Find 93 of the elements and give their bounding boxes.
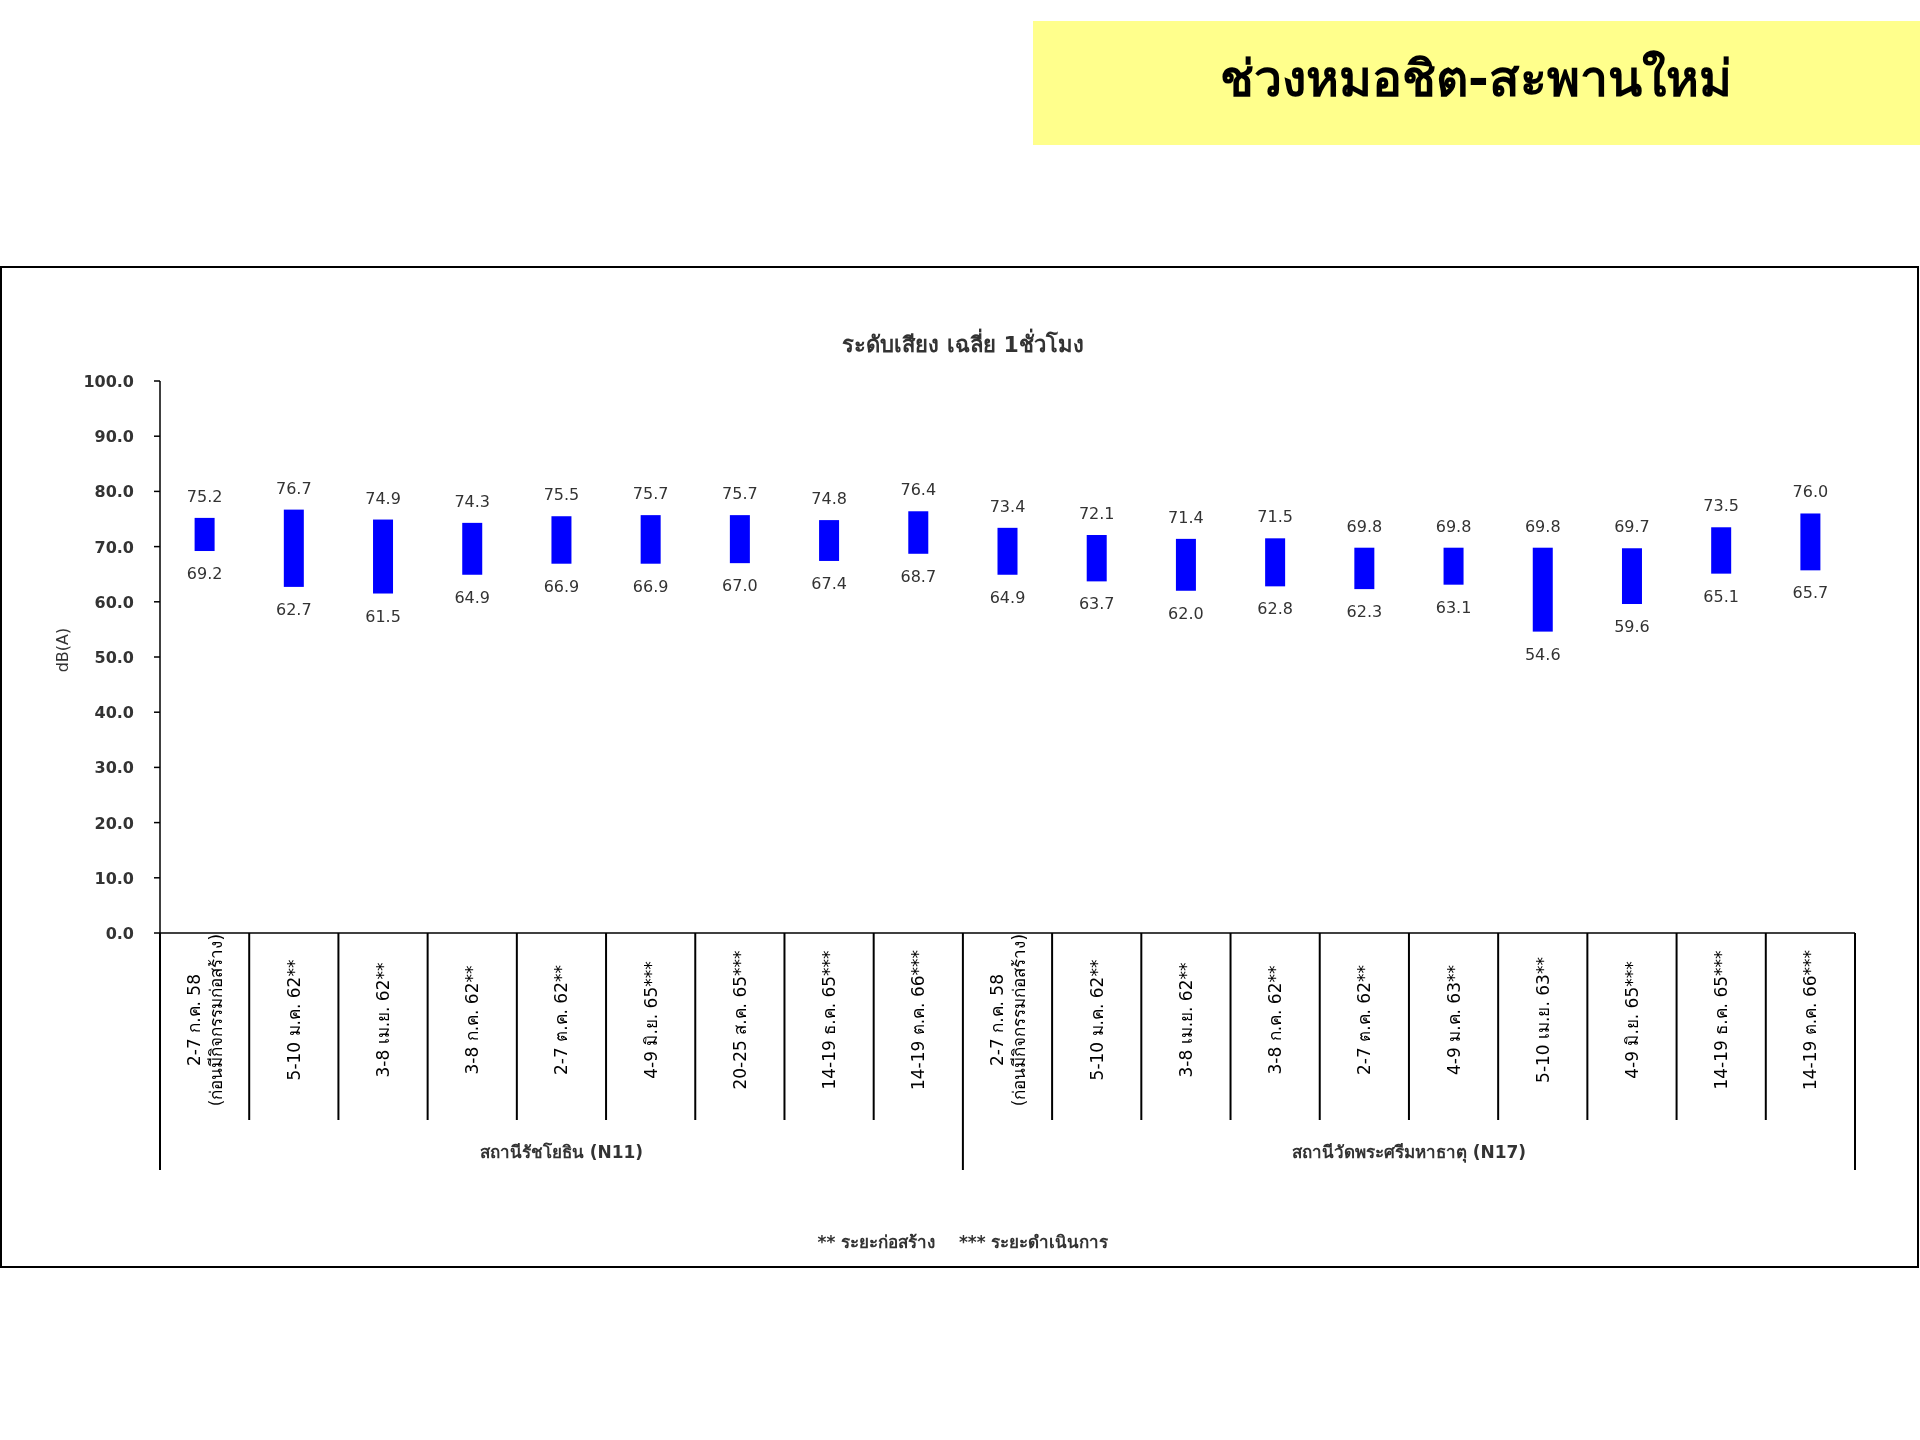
data-label: 69.8 [1524,516,1561,536]
annotation: 62.8 [1257,599,1293,619]
bar [1532,547,1553,632]
annotation: 66.9 [632,576,669,596]
y-tick-label: 90.0 [94,427,134,447]
data-label: 74.8 [811,489,847,509]
x-tick-label: 3-8 เม.ย. 62** [1175,962,1196,1078]
text: ** ระยะก่อสร้าง *** ระยะดำเนินการ [817,1232,1110,1252]
bar [373,519,394,594]
annotation: 69.2 [186,564,223,584]
annotation: 62.0 [1168,603,1204,623]
bar [1621,548,1642,605]
data-label: 75.2 [186,486,223,506]
data-label: 75.7 [632,484,669,504]
annotation: 64.9 [454,587,491,607]
bar [1711,527,1732,574]
bar [1086,535,1107,582]
annotation: 63.1 [1435,597,1472,617]
bar [1354,547,1375,590]
annotation: 64.9 [989,587,1026,607]
annotation: 65.1 [1703,586,1739,606]
y-tick-label: 20.0 [94,813,134,833]
y-tick-label: 70.0 [94,537,134,557]
y-tick-label: 60.0 [94,592,134,612]
x-tick-label: 4-9 มิ.ย. 65*** [640,961,661,1079]
data-label: 76.0 [1792,482,1829,502]
bar [908,511,929,554]
x-tick-label: 5-10 ม.ค. 62** [283,959,304,1081]
y-tick-label: 40.0 [94,703,134,723]
data-label: 69.7 [1614,517,1650,537]
bar [194,517,215,552]
text: สถานีวัดพระศรีมหาธาตุ (N17) [1291,1142,1527,1163]
data-label: 71.4 [1168,507,1204,527]
chart-title: ช่วงหมอชิต-สะพานใหม่ [1220,50,1732,108]
y-tick-label: 10.0 [94,868,134,888]
bar [1800,513,1821,571]
annotation: 65.7 [1792,583,1829,603]
x-tick-label: 5-10 ม.ค. 62** [1086,959,1107,1081]
x-tick-label: 14-19 ธ.ค. 65*** [819,950,840,1090]
x-tick-label: 20-25 ส.ค. 65*** [729,950,750,1090]
data-label: 69.8 [1435,516,1472,536]
data-label: 69.8 [1346,516,1383,536]
y-tick-label: 100.0 [83,372,134,391]
bar [640,515,661,564]
bar [1265,538,1286,587]
annotation: 67.0 [722,576,758,596]
y-tick-label: 50.0 [94,648,134,667]
x-tick-label: 3-8 เม.ย. 62** [373,962,394,1078]
x-tick-label: 4-9 ม.ค. 63** [1443,964,1464,1076]
x-tick-label: 14-19 ต.ค. 66*** [908,949,929,1091]
annotation: 68.7 [900,566,937,586]
x-tick-label: 4-9 มิ.ย. 65*** [1621,961,1642,1079]
annotation: 63.7 [1078,594,1115,614]
chart-subtitle: ระดับเสียง เฉลี่ย 1ชั่วโมง [842,328,1084,357]
x-tick-label: 2-7 ต.ค. 62** [1354,964,1375,1076]
bar [729,515,750,564]
x-tick-label: 3-8 ก.ค. 62** [462,965,483,1075]
data-label: 75.5 [543,485,580,505]
annotation: 62.7 [276,599,312,619]
bar [819,520,840,561]
annotation: 54.6 [1524,644,1561,664]
annotation: 59.6 [1614,617,1650,637]
x-tick-label: 2-7 ต.ค. 62** [551,964,572,1076]
data-label: 72.1 [1078,504,1115,524]
y-axis-title: dB(A) [53,627,72,673]
text: สถานีรัชโยธิน (N11) [479,1142,644,1162]
data-label: 76.7 [276,478,312,498]
annotation: 61.5 [365,606,401,626]
x-tick-label: 2-7 ก.ค. 58 (ก่อนมีกิจกรรมก่อสร้าง) [183,933,226,1107]
bar [551,516,572,564]
x-tick-label: 3-8 ก.ค. 62** [1265,965,1286,1075]
annotation: 62.3 [1346,602,1383,622]
data-label: 74.3 [454,491,491,511]
data-label: 75.7 [722,484,758,504]
annotation: 66.9 [543,576,580,596]
bar [997,527,1018,575]
data-label: 73.5 [1703,496,1739,516]
x-tick-label: 5-10 เม.ย. 63** [1532,957,1553,1083]
bar [283,509,304,587]
x-tick-label: 2-7 ก.ค. 58 (ก่อนมีกิจกรรมก่อสร้าง) [986,933,1029,1107]
bar [462,522,483,575]
x-tick-label: 14-19 ต.ค. 66*** [1800,949,1821,1091]
annotation: 67.4 [811,573,847,593]
data-label: 73.4 [989,496,1026,516]
bar [1443,547,1464,585]
y-tick-label: 30.0 [94,758,134,778]
bar [1175,538,1196,591]
y-tick-label: 0.0 [105,924,134,943]
data-label: 74.9 [365,488,401,508]
y-tick-label: 80.0 [94,482,134,502]
data-label: 71.5 [1257,507,1293,527]
x-tick-label: 14-19 ธ.ค. 65*** [1711,950,1732,1090]
data-label: 76.4 [900,480,937,500]
